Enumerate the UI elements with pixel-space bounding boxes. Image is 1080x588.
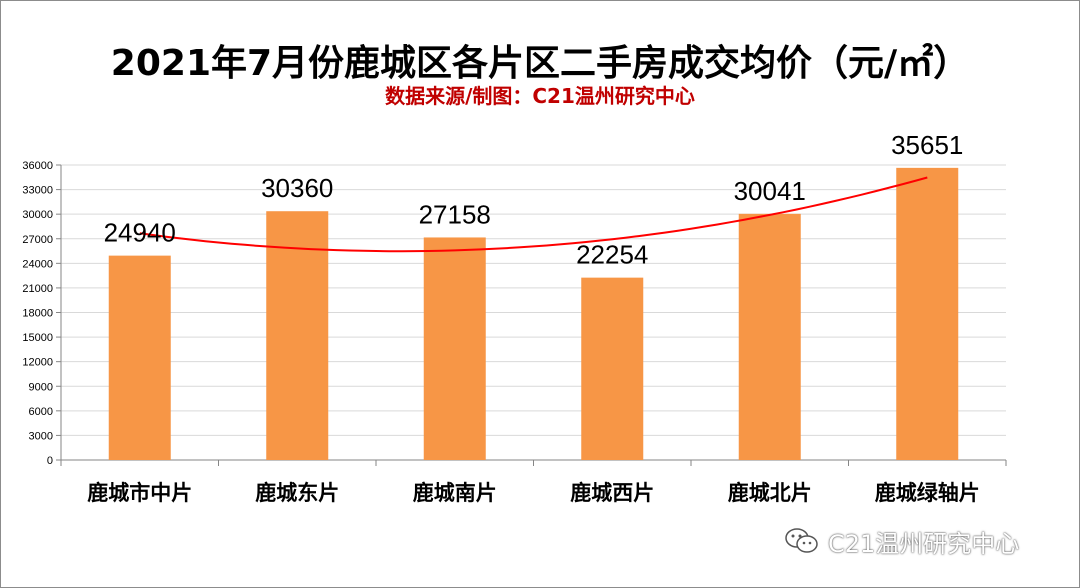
x-tick-label: 鹿城东片 bbox=[255, 481, 339, 505]
y-tick-label: 9000 bbox=[29, 381, 53, 393]
axes: 0 3000 6000 9000 12000 15000 18000 21000 24000 27… bbox=[22, 160, 1007, 467]
bar bbox=[423, 237, 486, 460]
trendline bbox=[139, 176, 928, 253]
data-label: 30041 bbox=[734, 176, 806, 206]
x-tick-label: 鹿城南片 bbox=[413, 481, 497, 505]
x-tick-label: 鹿城西片 bbox=[570, 481, 654, 505]
y-tick-label: 6000 bbox=[29, 406, 53, 418]
chart-subtitle: 数据来源/制图：C21温州研究中心 bbox=[385, 84, 695, 108]
x-tick-label: 鹿城市中片 bbox=[87, 481, 192, 505]
y-tick-label: 36000 bbox=[22, 160, 53, 172]
bar bbox=[581, 277, 644, 460]
y-tick-label: 21000 bbox=[22, 283, 53, 295]
y-tick-label: 12000 bbox=[22, 357, 53, 369]
data-label: 22254 bbox=[576, 240, 648, 270]
wechat-icon bbox=[785, 528, 818, 553]
y-tick-label: 18000 bbox=[22, 308, 53, 320]
y-tick-label: 24000 bbox=[22, 258, 53, 270]
bar bbox=[896, 167, 959, 460]
data-label: 35651 bbox=[891, 130, 963, 160]
watermark-text: C21温州研究中心 bbox=[828, 529, 1020, 558]
chart-title: 2021年7月份鹿城区各片区二手房成交均价（元/㎡） bbox=[110, 43, 970, 84]
watermark: C21温州研究中心 bbox=[784, 526, 1020, 558]
data-label: 27158 bbox=[419, 199, 491, 229]
bar bbox=[108, 255, 171, 460]
trendline-group bbox=[139, 176, 928, 253]
x-tick-label: 鹿城绿轴片 bbox=[875, 481, 980, 505]
data-label: 24940 bbox=[104, 218, 176, 248]
data-labels: 鹿城市中片 24940 鹿城东片 30360 鹿城南片 27158 鹿城西片 22254 鹿城北… bbox=[87, 130, 980, 505]
gridlines bbox=[61, 164, 1006, 436]
y-tick-label: 15000 bbox=[22, 332, 53, 344]
y-tick-label: 3000 bbox=[29, 430, 53, 442]
y-tick-label: 33000 bbox=[22, 185, 53, 197]
y-tick-label: 27000 bbox=[22, 234, 53, 246]
x-tick-label: 鹿城北片 bbox=[728, 481, 812, 505]
y-tick-label: 0 bbox=[47, 455, 53, 467]
y-tick-label: 30000 bbox=[22, 209, 53, 221]
bars bbox=[108, 167, 959, 460]
data-label: 30360 bbox=[261, 173, 333, 203]
bar bbox=[266, 211, 329, 460]
bar bbox=[738, 213, 801, 460]
